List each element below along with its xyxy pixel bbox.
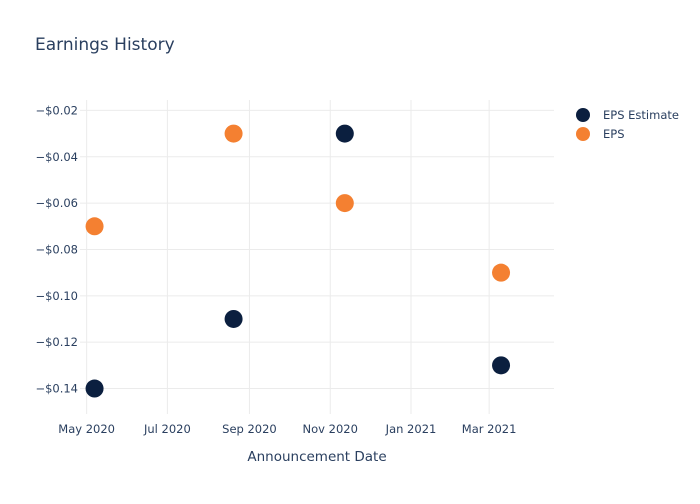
x-axis-ticks: May 2020 Jul 2020 Sep 2020 Nov 2020 Jan 2021… [58,422,516,436]
x-tick-label: Sep 2020 [222,422,277,436]
y-tick-label: −$0.04 [35,150,78,164]
legend: EPS Estimate EPS [576,108,679,141]
eps-point [335,194,354,213]
legend-marker-eps [576,127,590,141]
x-tick-label: May 2020 [58,422,115,436]
y-tick-label: −$0.10 [35,289,78,303]
x-axis-title: Announcement Date [247,449,386,465]
y-tick-label: −$0.12 [35,335,78,349]
eps-point [492,263,511,282]
y-tick-label: −$0.08 [35,242,78,256]
legend-label-eps: EPS [603,127,625,141]
eps-estimate-point [85,379,104,398]
grid-lines [80,100,554,414]
data-points [85,124,511,398]
chart-title: Earnings History [35,35,175,55]
eps-estimate-point [335,124,354,143]
x-tick-label: Nov 2020 [303,422,358,436]
eps-estimate-point [492,356,511,375]
eps-point [85,217,104,236]
eps-point [224,124,243,143]
y-tick-label: −$0.14 [35,382,78,396]
y-tick-label: −$0.06 [35,196,78,210]
x-tick-label: Mar 2021 [462,422,517,436]
y-axis-ticks: −$0.02 −$0.04 −$0.06 −$0.08 −$0.10 −$0.12 −$0.… [35,103,78,395]
legend-label-eps-estimate: EPS Estimate [603,108,679,122]
y-tick-label: −$0.02 [35,103,78,117]
x-tick-label: Jan 2021 [385,422,437,436]
x-tick-label: Jul 2020 [143,422,191,436]
legend-marker-eps-estimate [576,108,590,122]
eps-estimate-point [224,309,243,328]
